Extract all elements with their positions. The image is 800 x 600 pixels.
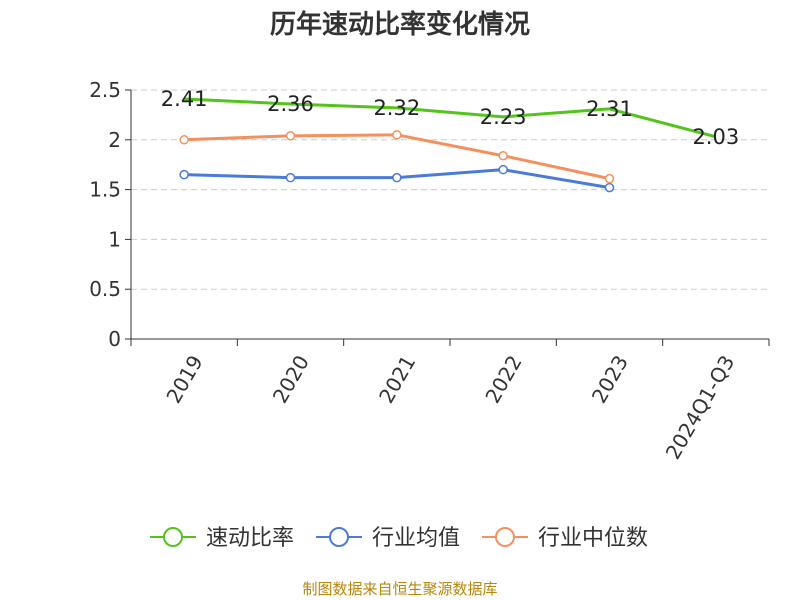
legend-label: 行业均值 xyxy=(372,526,460,551)
x-tick-label: 2022 xyxy=(480,351,526,407)
data-point xyxy=(604,182,615,193)
legend-marker xyxy=(329,527,349,547)
series-group xyxy=(179,97,717,193)
data-label: 2.03 xyxy=(692,125,739,149)
data-point xyxy=(392,172,402,183)
y-tick-label: 2.5 xyxy=(89,78,121,102)
data-label: 2.41 xyxy=(161,87,208,111)
legend-marker xyxy=(495,527,515,547)
legend-label: 速动比率 xyxy=(206,526,294,551)
data-point xyxy=(498,164,508,175)
data-label: 2.32 xyxy=(373,96,420,120)
y-tick-label: 2 xyxy=(108,128,121,152)
data-label: 2.31 xyxy=(586,97,633,121)
series-line xyxy=(184,133,610,181)
data-point xyxy=(604,173,615,184)
legend-marker xyxy=(163,527,183,547)
data-label: 2.36 xyxy=(267,92,314,116)
legend-item[interactable]: 速动比率 xyxy=(150,526,294,551)
chart-title: 历年速动比率变化情况 xyxy=(270,9,530,40)
data-point xyxy=(179,169,189,180)
data-point xyxy=(285,172,296,183)
y-tick-label: 1.5 xyxy=(89,178,121,202)
x-tick-label: 2023 xyxy=(587,351,633,407)
legend-label: 行业中位数 xyxy=(538,526,648,551)
x-axis-ticks: 2019 2020 2021 2022 2023 2024Q1-Q3 xyxy=(161,351,739,463)
x-tick-label: 2020 xyxy=(268,351,314,407)
x-tick-label: 2021 xyxy=(374,351,420,407)
data-label: 2.23 xyxy=(480,105,527,129)
y-tick-label: 1 xyxy=(108,227,121,251)
data-point xyxy=(498,150,508,161)
y-axis-ticks: 0 0.5 1 1.5 2 2.5 xyxy=(89,78,121,351)
data-point xyxy=(285,131,296,141)
source-note: 制图数据来自恒生聚源数据库 xyxy=(302,580,497,598)
x-tick-label: 2024Q1-Q3 xyxy=(661,351,740,463)
x-tick-label: 2019 xyxy=(161,351,207,407)
series-line xyxy=(184,97,717,139)
legend-item[interactable]: 行业均值 xyxy=(316,526,460,551)
data-point xyxy=(392,130,402,140)
legend[interactable]: 速动比率 行业均值 行业中位数 xyxy=(150,526,648,551)
data-labels: 2.41 2.36 2.32 2.23 2.31 2.03 xyxy=(161,87,739,149)
legend-item[interactable]: 行业中位数 xyxy=(482,526,648,551)
y-tick-label: 0.5 xyxy=(89,277,121,301)
grid xyxy=(131,89,769,290)
axes xyxy=(125,89,770,346)
data-point xyxy=(179,135,189,145)
y-tick-label: 0 xyxy=(108,327,121,351)
